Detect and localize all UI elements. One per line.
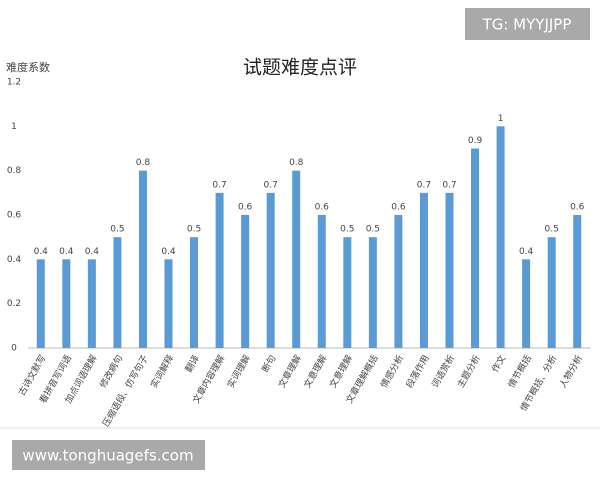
value-label: 0.5 [110, 225, 124, 235]
value-label: 0.8 [136, 158, 151, 168]
value-label: 0.7 [417, 180, 431, 190]
value-label: 0.6 [238, 203, 253, 213]
value-label: 0.4 [34, 247, 49, 257]
value-label: 0.5 [340, 225, 354, 235]
value-label: 0.4 [59, 247, 74, 257]
value-label: 0.9 [468, 136, 483, 146]
bar [573, 215, 582, 348]
bar [394, 215, 403, 348]
value-label: 0.4 [85, 247, 100, 257]
chart-title: 试题难度点评 [243, 57, 357, 79]
bar [62, 259, 71, 348]
bar [266, 192, 275, 348]
watermark: TG: MYYJJPP [482, 16, 572, 34]
bar [445, 192, 454, 348]
bar [317, 215, 326, 348]
bar [471, 148, 480, 348]
y-tick-label: 1.2 [7, 78, 21, 88]
value-label: 0.5 [545, 225, 559, 235]
value-label: 0.8 [289, 158, 304, 168]
y-tick-label: 1 [11, 122, 17, 132]
value-label: 0.5 [366, 225, 380, 235]
bar [113, 237, 122, 348]
y-tick-label: 0 [11, 344, 17, 354]
value-label: 0.6 [570, 203, 585, 213]
bar [241, 215, 250, 348]
bar [343, 237, 352, 348]
bar [496, 126, 505, 348]
bar [368, 237, 377, 348]
y-axis-label: 难度系数 [6, 60, 50, 74]
bar [547, 237, 556, 348]
value-label: 1 [498, 114, 504, 124]
bar [36, 259, 45, 348]
value-label: 0.6 [315, 203, 330, 213]
value-label: 0.7 [442, 180, 456, 190]
bar [419, 192, 428, 348]
value-label: 0.4 [161, 247, 176, 257]
bar [138, 170, 147, 348]
y-tick-label: 0.8 [7, 166, 22, 176]
value-label: 0.4 [519, 247, 534, 257]
value-label: 0.5 [187, 225, 201, 235]
bar [522, 259, 531, 348]
bar [87, 259, 96, 348]
watermark-box [465, 8, 590, 40]
bar [190, 237, 199, 348]
value-label: 0.7 [264, 180, 278, 190]
bar [292, 170, 301, 348]
y-tick-label: 0.6 [7, 211, 22, 221]
value-label: 0.6 [391, 203, 406, 213]
y-tick-label: 0.4 [7, 255, 22, 265]
watermark-box [12, 440, 205, 470]
bar [164, 259, 173, 348]
bar [215, 192, 224, 348]
value-label: 0.7 [212, 180, 226, 190]
watermark: www.tonghuagefs.com [22, 447, 193, 465]
y-tick-label: 0.2 [7, 299, 21, 309]
